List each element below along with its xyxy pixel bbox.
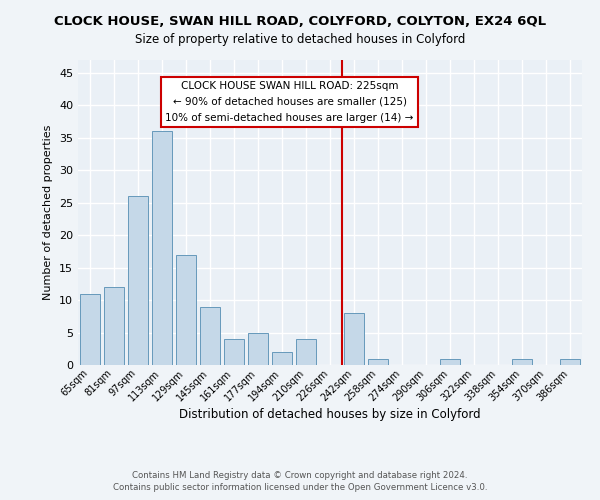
Bar [176, 254, 196, 365]
Bar [344, 313, 364, 365]
Bar [152, 132, 172, 365]
Bar [104, 287, 124, 365]
Text: Size of property relative to detached houses in Colyford: Size of property relative to detached ho… [135, 32, 465, 46]
Bar [80, 294, 100, 365]
Bar [560, 358, 580, 365]
Bar [200, 306, 220, 365]
Bar [440, 358, 460, 365]
X-axis label: Distribution of detached houses by size in Colyford: Distribution of detached houses by size … [179, 408, 481, 421]
Bar [368, 358, 388, 365]
Text: CLOCK HOUSE, SWAN HILL ROAD, COLYFORD, COLYTON, EX24 6QL: CLOCK HOUSE, SWAN HILL ROAD, COLYFORD, C… [54, 15, 546, 28]
Bar [128, 196, 148, 365]
Y-axis label: Number of detached properties: Number of detached properties [43, 125, 53, 300]
Bar [272, 352, 292, 365]
Bar [296, 339, 316, 365]
Text: CLOCK HOUSE SWAN HILL ROAD: 225sqm
← 90% of detached houses are smaller (125)
10: CLOCK HOUSE SWAN HILL ROAD: 225sqm ← 90%… [166, 82, 414, 122]
Bar [248, 332, 268, 365]
Bar [512, 358, 532, 365]
Bar [224, 339, 244, 365]
Text: Contains HM Land Registry data © Crown copyright and database right 2024.
Contai: Contains HM Land Registry data © Crown c… [113, 471, 487, 492]
